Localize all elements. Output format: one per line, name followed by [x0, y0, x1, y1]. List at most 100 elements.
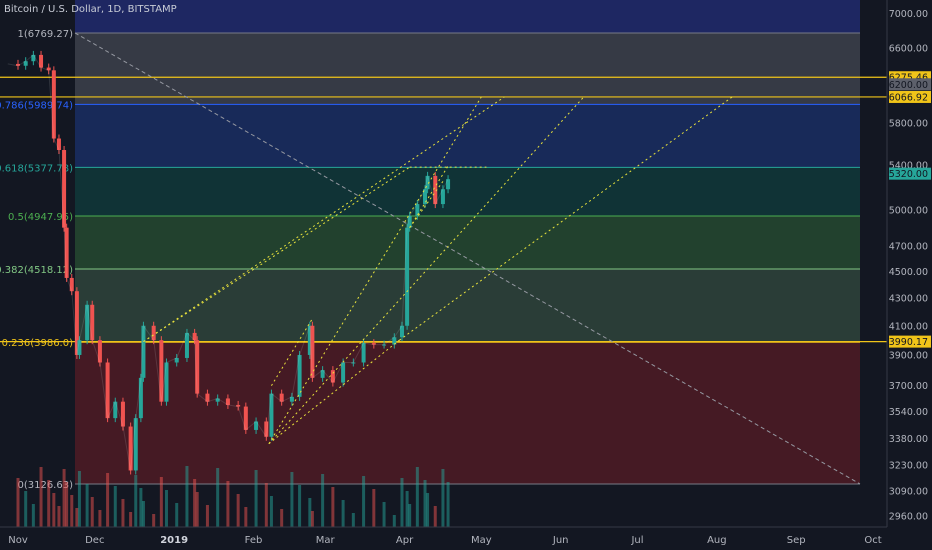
volume-bar	[310, 511, 314, 527]
chart-title: Bitcoin / U.S. Dollar, 1D, BITSTAMP	[4, 4, 177, 15]
fib-level-label: 0(3126.63)	[17, 480, 73, 491]
volume-bar	[446, 482, 450, 527]
candle	[264, 421, 269, 437]
volume-bar	[441, 469, 445, 527]
volume-bar	[106, 473, 110, 527]
volume-bar	[254, 470, 258, 527]
price-badge	[889, 167, 931, 180]
candle	[97, 340, 102, 363]
trend-line	[74, 32, 861, 485]
volume-bar	[408, 504, 412, 527]
volume-bar	[175, 503, 179, 527]
candle	[174, 357, 179, 363]
fib-level-label: 1(6769.27)	[17, 29, 73, 40]
volume-bar	[264, 483, 268, 527]
volume-bar	[341, 500, 345, 527]
candle	[184, 332, 189, 358]
candle	[51, 70, 56, 139]
volume-bar	[382, 502, 386, 527]
channel-line	[268, 96, 585, 445]
volume-bar	[65, 482, 69, 527]
volume-bar	[415, 467, 419, 527]
candle	[351, 362, 356, 364]
candle	[39, 54, 44, 68]
fib-level-label: 0.618(5377.78)	[0, 163, 73, 174]
price-tick-label: 6600.00	[889, 43, 928, 54]
candle	[215, 398, 220, 402]
volume-bar	[139, 488, 143, 527]
fib-zone	[75, 104, 860, 168]
volume-bar	[152, 514, 156, 527]
volume-bar	[362, 476, 366, 527]
volume-bar	[308, 498, 312, 527]
candle	[56, 138, 61, 151]
volume-bar	[70, 495, 74, 527]
candle	[446, 179, 451, 190]
price-tick-label: 5000.00	[889, 205, 928, 216]
volume-bar	[400, 478, 404, 527]
time-tick-label: Jun	[552, 535, 569, 546]
candle	[423, 189, 428, 205]
price-tick-label: 2960.00	[889, 511, 928, 522]
volume-bar	[290, 472, 294, 527]
fib-zone	[75, 215, 860, 270]
volume-bar	[195, 492, 199, 527]
candle	[279, 393, 284, 402]
channel-line	[399, 96, 733, 341]
volume-bar	[75, 508, 79, 527]
volume-bar	[121, 499, 125, 527]
price-badge	[889, 78, 931, 91]
price-badge-label: 6275.46	[889, 73, 928, 84]
volume-bar	[90, 497, 94, 527]
candle	[90, 304, 95, 341]
volume-bar	[52, 493, 56, 527]
volume-bar	[269, 496, 273, 527]
fib-level-label: 0.382(4518.12)	[0, 265, 73, 276]
time-tick-label: May	[471, 535, 492, 546]
volume-bar	[331, 487, 335, 527]
time-tick-label: Jul	[630, 535, 643, 546]
volume-bar	[31, 504, 35, 527]
candle	[225, 398, 230, 405]
time-tick-label: Dec	[85, 535, 104, 546]
volume-bar	[141, 501, 145, 527]
price-tick-label: 5800.00	[889, 119, 928, 130]
volume-bar	[405, 491, 409, 527]
candle	[310, 325, 315, 378]
time-tick-label: Mar	[316, 535, 336, 546]
candle	[195, 340, 200, 394]
volume-bar	[226, 481, 230, 527]
candle	[77, 340, 82, 355]
volume-bar	[298, 485, 302, 527]
candle	[31, 54, 36, 62]
volume-bar	[39, 467, 43, 527]
price-tick-label: 3700.00	[889, 381, 928, 392]
volume-bar	[164, 490, 168, 527]
fib-zone-top	[75, 0, 860, 33]
volume-bar	[129, 512, 133, 527]
candle	[307, 325, 312, 355]
price-badge-label: 6200.00	[889, 80, 928, 91]
candle	[392, 337, 397, 345]
candle	[297, 354, 302, 397]
time-tick-label: Sep	[787, 535, 806, 546]
candle	[23, 61, 28, 66]
time-tick-label: Oct	[864, 535, 881, 546]
price-tick-label: 3900.00	[889, 350, 928, 361]
volume-bar	[159, 477, 163, 527]
candle	[113, 401, 118, 419]
candle	[16, 63, 20, 66]
candle	[399, 325, 404, 338]
volume-bar	[77, 471, 81, 527]
price-badge	[889, 90, 931, 103]
volume-bar	[193, 479, 197, 527]
candle	[382, 344, 387, 346]
volume-bar	[236, 494, 240, 527]
fib-level-label: 0.5(4947.95)	[8, 212, 73, 223]
price-badge-label: 5320.00	[889, 169, 928, 180]
candle	[69, 277, 74, 292]
volume-bar	[62, 469, 66, 527]
candle	[164, 362, 169, 402]
price-tick-label: 4300.00	[889, 293, 928, 304]
